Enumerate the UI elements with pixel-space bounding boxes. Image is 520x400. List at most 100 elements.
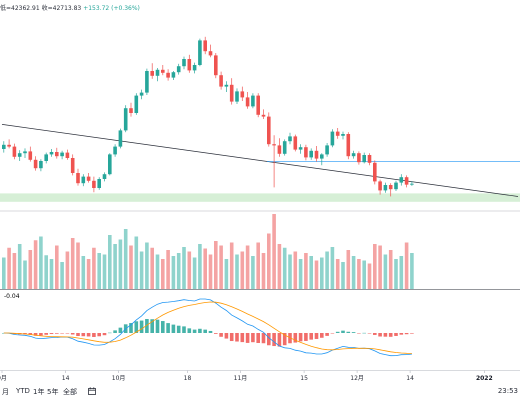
candle-body — [293, 136, 298, 150]
candle — [97, 177, 101, 190]
candle-body — [55, 152, 59, 157]
macd-histogram-bar — [362, 332, 366, 334]
volume-bar — [161, 259, 165, 289]
time-axis-label: 14 — [62, 375, 70, 382]
candle — [134, 93, 139, 115]
candle — [330, 129, 335, 148]
candle — [2, 141, 6, 153]
macd-histogram-bar — [92, 333, 96, 337]
range-month-button[interactable]: 月 — [2, 388, 9, 396]
volume-bar — [12, 253, 17, 289]
volume-bar — [198, 244, 202, 289]
candlestick-series — [2, 36, 414, 197]
volume-bar — [219, 245, 223, 289]
range-1y-button[interactable]: 1年 — [33, 388, 45, 396]
candle-body — [60, 152, 64, 157]
candle — [102, 172, 107, 182]
candle-body — [192, 65, 197, 71]
candle — [33, 156, 38, 171]
candle-body — [229, 84, 234, 102]
macd-indicator — [2, 298, 414, 357]
signal-line — [3, 301, 412, 354]
volume-bar — [86, 259, 91, 289]
volume-bar — [320, 257, 324, 289]
volume-bar — [17, 244, 22, 289]
drawing-layer — [1, 124, 520, 197]
candle-body — [399, 177, 404, 183]
candle — [362, 152, 366, 164]
macd-histogram-bar — [383, 333, 388, 337]
volume-bar — [256, 242, 260, 289]
volume-bar — [383, 254, 388, 289]
volume-series — [2, 214, 414, 289]
candle — [261, 109, 266, 119]
candle-body — [346, 134, 351, 157]
candle — [245, 92, 250, 109]
candle-body — [261, 114, 266, 117]
candle-body — [219, 75, 223, 87]
macd-histogram-bar — [229, 333, 234, 342]
volume-bar — [394, 259, 398, 289]
macd-histogram-bar — [134, 321, 139, 333]
volume-bar — [367, 263, 372, 289]
candle — [155, 68, 160, 82]
volume-bar — [235, 254, 239, 289]
candle-body — [182, 59, 186, 67]
candle-body — [44, 154, 48, 161]
volume-bar — [23, 260, 27, 289]
candle — [86, 173, 91, 183]
candle-body — [351, 153, 356, 157]
candle — [28, 146, 33, 162]
macd-histogram-bar — [378, 333, 382, 337]
macd-line — [3, 298, 412, 357]
candle — [17, 150, 22, 161]
candle-body — [76, 173, 80, 184]
volume-bar — [304, 253, 308, 289]
macd-histogram-bar — [39, 333, 43, 336]
time-axis-label: 11月 — [234, 375, 248, 382]
volume-bar — [113, 244, 117, 289]
candle-body — [341, 134, 345, 136]
candle — [240, 86, 245, 101]
macd-histogram-bar — [214, 333, 218, 334]
volume-bar — [288, 254, 292, 289]
range-5y-button[interactable]: 5年 — [47, 388, 59, 396]
range-ytd-button[interactable]: YTD — [16, 387, 30, 395]
macd-histogram-bar — [394, 333, 398, 336]
time-axis-label: 18 — [184, 375, 192, 382]
macd-histogram-bar — [410, 333, 414, 334]
candle — [394, 180, 398, 191]
candle — [282, 139, 287, 156]
candle — [198, 38, 202, 67]
macd-histogram-bar — [113, 330, 117, 333]
volume-bar — [208, 254, 213, 289]
candle-body — [198, 40, 202, 65]
candle — [293, 134, 298, 152]
volume-bar — [155, 254, 160, 289]
macd-histogram-bar — [203, 329, 207, 333]
time-axis-label: 12月 — [350, 375, 364, 382]
macd-histogram-bar — [208, 330, 213, 333]
volume-bar — [362, 260, 366, 289]
range-all-button[interactable]: 全部 — [63, 388, 77, 396]
macd-histogram-bar — [108, 332, 112, 334]
macd-histogram-bar — [346, 331, 351, 333]
macd-histogram-bar — [357, 333, 361, 334]
volume-bar — [272, 214, 276, 289]
candle-body — [145, 71, 149, 93]
volume-bar — [330, 247, 335, 289]
macd-histogram-bar — [166, 323, 170, 333]
macd-histogram-bar — [267, 333, 271, 346]
candle — [235, 88, 239, 104]
volume-bar — [39, 236, 43, 289]
time-axis-label: 14 — [406, 375, 414, 382]
candle — [410, 181, 414, 186]
volume-bar — [245, 245, 250, 289]
calendar-range-icon[interactable] — [88, 387, 96, 397]
macd-histogram-bar — [388, 333, 393, 337]
change-readout: +153.72 (+0.36%) — [83, 5, 140, 12]
candle — [145, 68, 149, 95]
macd-histogram-bar — [404, 333, 409, 335]
candle — [288, 132, 292, 145]
